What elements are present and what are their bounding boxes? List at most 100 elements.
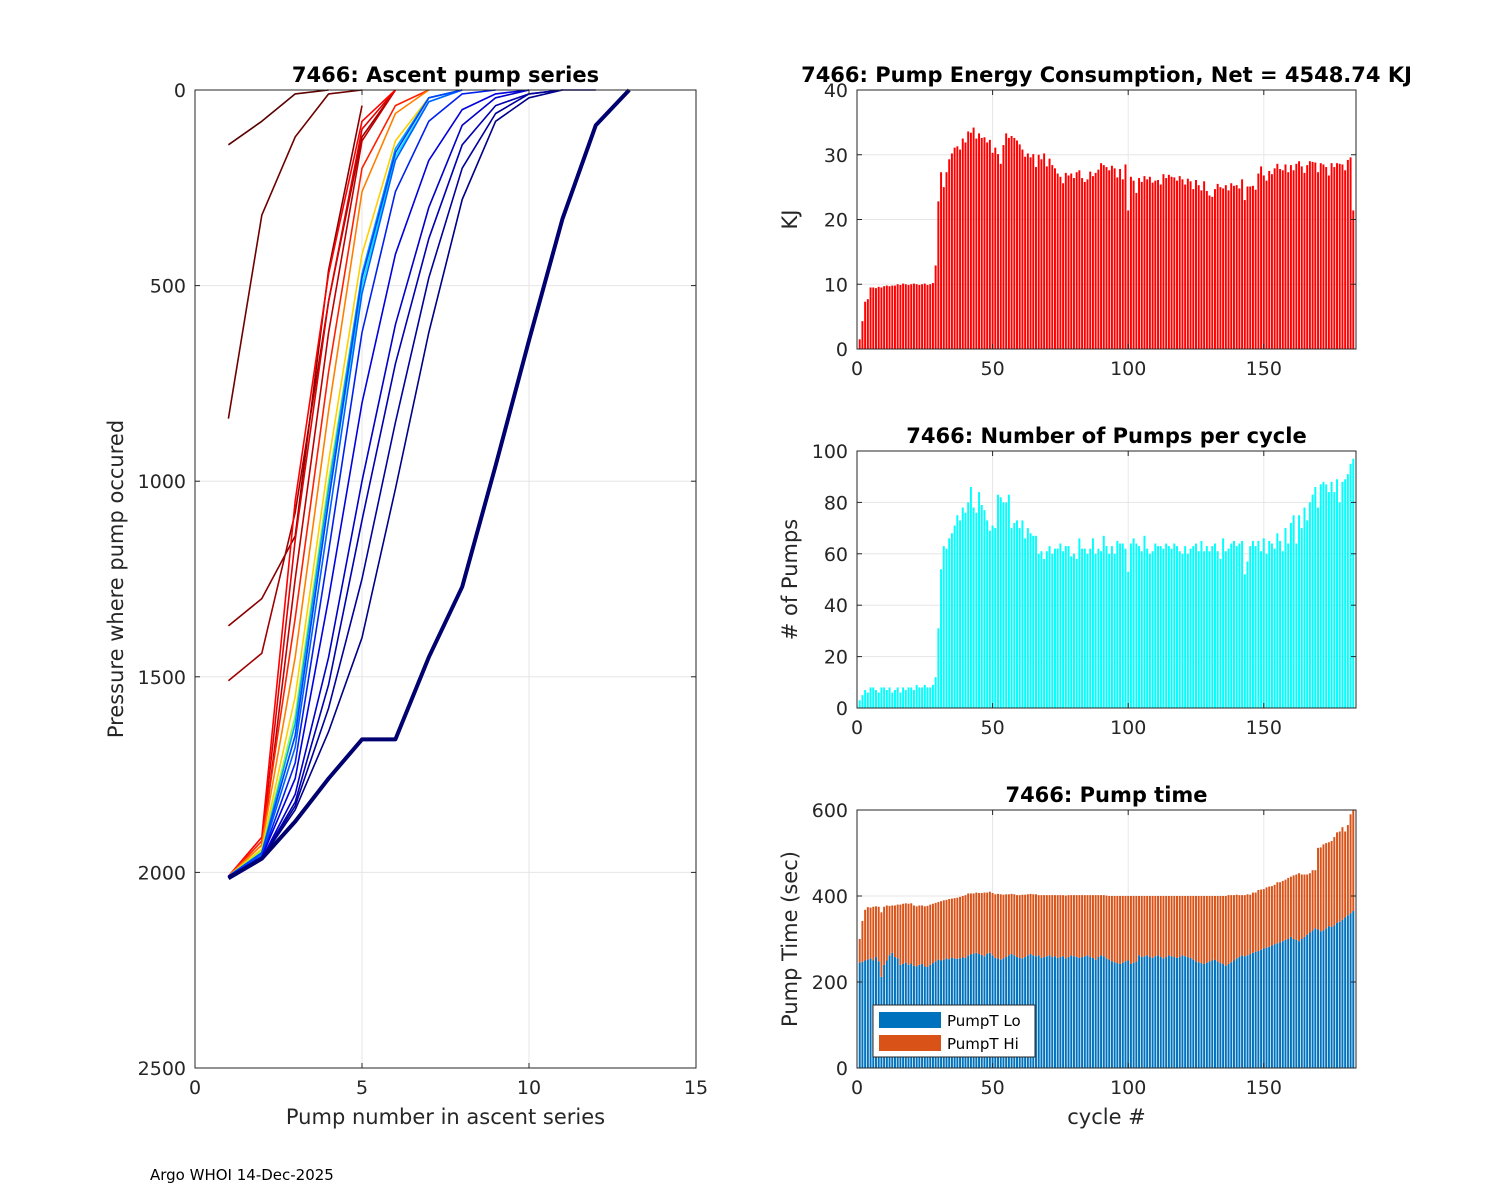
energy-bar (929, 284, 932, 349)
pumptime-lo-bar (1140, 957, 1143, 1068)
pumptime-hi-bar (964, 895, 967, 958)
footer-stamp: Argo WHOI 14-Dec-2025 (150, 1166, 334, 1184)
npumps-xtick-label: 50 (981, 717, 1005, 739)
pumptime-lo-bar (1314, 928, 1317, 1068)
npumps-bar (1333, 492, 1336, 708)
energy-bar (1352, 210, 1355, 349)
pumptime-hi-bar (1157, 896, 1159, 956)
pumptime-lo-bar (1327, 926, 1330, 1068)
pumptime-lo-bar (1086, 955, 1089, 1068)
pumptime-lo-bar (1132, 962, 1135, 1068)
energy-bar (1268, 170, 1271, 349)
ascent-marks (227, 88, 631, 881)
energy-bar (1010, 135, 1013, 349)
pumptime-hi-bar (1327, 842, 1330, 927)
pumptime-lo-bar (861, 961, 864, 1068)
npumps-bar (1043, 558, 1046, 708)
npumps-bar (1157, 546, 1159, 708)
pumptime-lo-bar (1170, 956, 1173, 1068)
pumptime-hi-bar (1287, 877, 1290, 939)
energy-bar (1135, 192, 1138, 349)
npumps-bar (899, 692, 902, 708)
energy-bar (956, 146, 959, 349)
pumptime-lo-bar (1249, 954, 1252, 1068)
npumps-bar (1205, 546, 1208, 708)
pumptime-hi-bar (1270, 886, 1273, 946)
npumps-bar (1035, 535, 1037, 708)
energy-bar (983, 137, 986, 349)
pumptime-lo-bar (1081, 957, 1084, 1068)
npumps-bar (1219, 558, 1222, 708)
pumptime-xlabel: cycle # (1067, 1105, 1146, 1129)
npumps-bar (1251, 540, 1254, 708)
pumptime-lo-bar (1135, 961, 1138, 1068)
energy-bar (1048, 158, 1051, 349)
npumps-bar (1308, 502, 1311, 708)
npumps-bar (1224, 551, 1227, 708)
ascent-series-line (227, 89, 397, 682)
pumptime-lo-bar (1064, 958, 1067, 1068)
pumptime-hi-bar (1308, 873, 1311, 933)
npumps-bar (1319, 484, 1322, 708)
pumptime-lo-bar (1072, 956, 1075, 1068)
energy-bar (950, 153, 953, 349)
pumptime-hi-bar (1040, 895, 1043, 958)
npumps-bar (1021, 520, 1024, 708)
pumptime-hi-bar (997, 893, 999, 959)
pumptime-hi-bar (1113, 896, 1116, 963)
npumps-bar (931, 684, 934, 708)
pumptime-hi-bar (1181, 896, 1184, 956)
pumptime-lo-bar (1203, 963, 1206, 1068)
pumptime-hi-bar (1216, 896, 1219, 962)
energy-bar (942, 187, 945, 350)
energy-bar (1284, 164, 1287, 349)
npumps-bar (964, 512, 967, 708)
pumptime-hi-bar (969, 893, 972, 955)
energy-bar (1178, 176, 1181, 349)
pumptime-hi-bar (1230, 895, 1233, 963)
pumptime-hi-bar (1064, 895, 1067, 959)
pumptime-hi-bar (1325, 843, 1328, 929)
energy-bar (1075, 172, 1078, 349)
energy-bar (1113, 168, 1116, 349)
npumps-xtick-label: 150 (1246, 717, 1282, 739)
energy-bar (1070, 173, 1073, 349)
npumps-bar (1232, 540, 1235, 708)
energy-bar (967, 131, 970, 349)
ascent-title: 7466: Ascent pump series (292, 63, 599, 87)
pumptime-hi-bar (1241, 895, 1244, 956)
energy-bar (1083, 181, 1086, 349)
energy-bar (1306, 165, 1309, 349)
pumptime-lo-bar (858, 962, 861, 1068)
npumps-bar (1067, 546, 1070, 708)
pumptime-hi-bar (875, 906, 877, 958)
pumptime-hi-bar (1121, 896, 1124, 963)
pumptime-hi-bar (1222, 896, 1225, 964)
legend-swatch (879, 1035, 941, 1051)
pumptime-lo-bar (1224, 965, 1227, 1068)
energy-bar (1094, 172, 1097, 349)
energy-bar (1162, 174, 1165, 349)
pumptime-hi-bar (1124, 896, 1127, 962)
energy-bar (1235, 185, 1238, 349)
npumps-bar (875, 690, 877, 708)
pumptime-hi-bar (1108, 896, 1111, 960)
energy-bar (1260, 166, 1263, 349)
npumps-bar (986, 520, 989, 708)
pumptime-hi-bar (1303, 874, 1306, 937)
pumptime-hi-bar (1232, 895, 1235, 961)
npumps-bar (1262, 538, 1265, 708)
energy-bar (991, 152, 994, 349)
pumptime-hi-bar (912, 905, 915, 966)
pumptime-lo-bar (1246, 955, 1249, 1068)
pumptime-hi-bar (972, 893, 975, 954)
npumps-bar (1051, 553, 1054, 708)
pumptime-hi-bar (1173, 896, 1176, 958)
energy-bar (902, 283, 905, 349)
npumps-bar (1121, 543, 1124, 708)
pumptime-hi-bar (1035, 894, 1037, 957)
pumptime-lo-bar (1346, 915, 1349, 1068)
energy-bar (1100, 163, 1103, 349)
pumptime-hi-bar (1078, 895, 1081, 958)
energy-bar (1276, 163, 1279, 349)
